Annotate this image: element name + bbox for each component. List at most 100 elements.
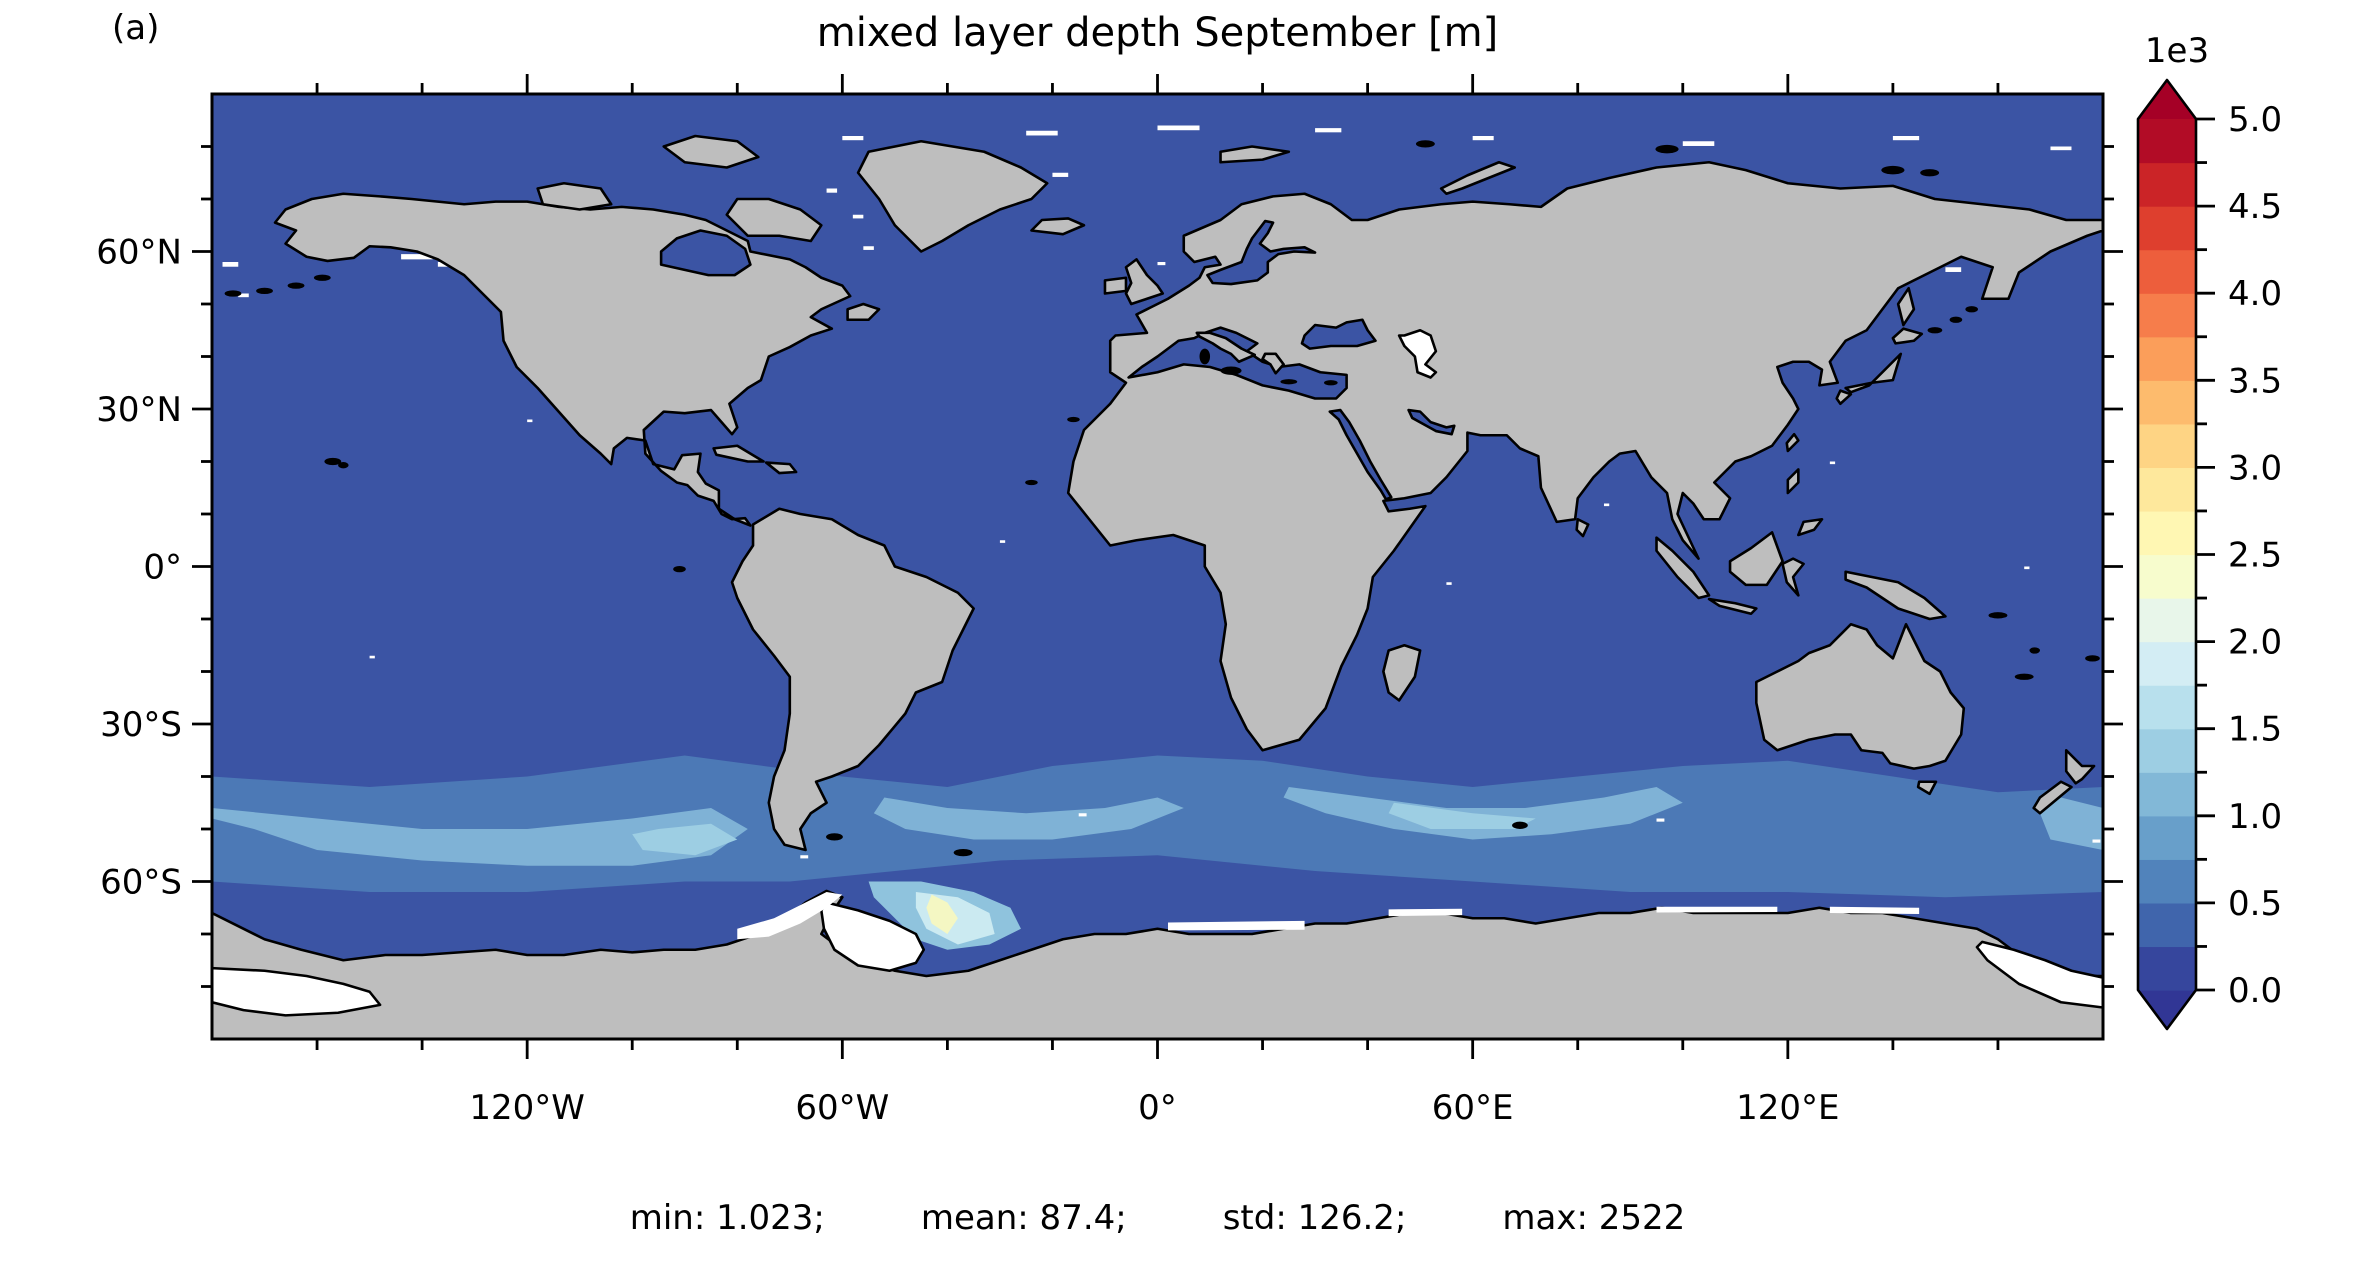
land-tasmania <box>1918 782 1936 794</box>
colorbar-tick-label: 3.5 <box>2228 361 2282 401</box>
stat-min: min: 1.023; <box>629 1198 825 1238</box>
colorbar-band <box>2138 815 2196 860</box>
small-island <box>673 565 686 573</box>
small-island <box>1415 140 1435 148</box>
latitude-tick-label: 60°S <box>100 863 182 903</box>
small-island <box>953 848 973 857</box>
world-map <box>212 94 2103 1039</box>
small-island <box>324 457 342 466</box>
caspian-sea-masked <box>1399 330 1436 377</box>
southern-ocean-deep-band <box>873 797 1184 840</box>
colorbar-band <box>2138 336 2196 381</box>
masked-ice-speck <box>2024 566 2030 570</box>
colorbar-band <box>2138 554 2196 599</box>
land-iceland <box>1031 218 1084 234</box>
colorbar-band <box>2138 772 2196 817</box>
latitude-tick-label: 60°N <box>96 233 182 273</box>
land-java <box>1709 599 1756 614</box>
colorbar-band <box>2138 598 2196 643</box>
masked-ice-speck <box>863 246 874 250</box>
masked-ice-speck <box>1052 172 1069 177</box>
coastal-ice-strip <box>1656 906 1778 913</box>
land-mindanao <box>1798 519 1822 535</box>
small-island <box>826 833 843 841</box>
small-island <box>1988 612 2008 619</box>
land-greece <box>1263 354 1284 373</box>
colorbar-band <box>2138 423 2196 468</box>
coastal-ice-strip <box>1388 908 1463 917</box>
small-island <box>1927 327 1943 334</box>
land-svalbard <box>1221 147 1289 163</box>
colorbar-band <box>2138 728 2196 773</box>
masked-ice-speck <box>842 136 864 141</box>
masked-ice-speck <box>1026 130 1058 136</box>
land-honshu <box>1846 354 1901 392</box>
stat-max: max: 2522 <box>1502 1198 1686 1238</box>
colorbar-band <box>2138 859 2196 904</box>
map-projection-group <box>212 94 2103 1039</box>
southern-ocean-deeper-patch <box>632 823 738 856</box>
masked-ice-speck <box>401 254 433 260</box>
masked-ice-speck <box>1682 141 1715 146</box>
colorbar-tick-label: 0.5 <box>2228 884 2282 924</box>
masked-ice-speck <box>852 214 864 219</box>
land-victoria <box>538 183 612 209</box>
small-island <box>1655 144 1679 154</box>
masked-ice-speck <box>1472 136 1494 141</box>
colorbar-tick-label: 2.5 <box>2228 536 2282 576</box>
land-borneo <box>1730 532 1783 585</box>
colorbar-scale-label: 1e3 <box>2145 31 2209 71</box>
colorbar-tick-label: 3.0 <box>2228 448 2282 488</box>
land-nz_south <box>2034 782 2072 814</box>
land-madagascar <box>1383 645 1420 700</box>
masked-ice-speck <box>2092 839 2101 843</box>
land-afroeurasia <box>1068 162 2103 750</box>
small-island <box>224 290 242 297</box>
colorbar-band <box>2138 162 2196 207</box>
land-italy <box>1197 333 1255 362</box>
land-sumatra <box>1657 538 1710 598</box>
ross-ice-shelf-west <box>212 968 380 1015</box>
stat-mean: mean: 87.4; <box>920 1198 1127 1238</box>
masked-ice-speck <box>800 855 809 859</box>
masked-ice-speck <box>1603 503 1610 507</box>
colorbar-band <box>2138 119 2196 164</box>
masked-ice-speck <box>222 262 239 267</box>
land-baffin <box>727 199 822 241</box>
colorbar-band <box>2138 641 2196 686</box>
land-luzon <box>1788 469 1799 493</box>
land-kyushu <box>1837 391 1851 404</box>
map-axes: 60°N 30°N 0° 30°S 60°S 120°W 60°W 0° 60°E 120°E <box>96 74 2123 1128</box>
colorbar-band <box>2138 249 2196 294</box>
small-island <box>2014 673 2034 680</box>
colorbar-band <box>2138 293 2196 338</box>
colorbar-band <box>2138 467 2196 512</box>
southern-ocean-deep-band <box>2039 797 2103 850</box>
small-island <box>1199 348 1211 365</box>
small-island <box>1280 379 1298 385</box>
land-sulawesi <box>1783 559 1804 596</box>
masked-ice-speck <box>1078 813 1087 817</box>
small-island <box>338 462 349 469</box>
colorbar-band <box>2138 902 2196 948</box>
land-uk <box>1126 259 1163 304</box>
masked-ice-speck <box>1315 128 1342 133</box>
small-island <box>1949 316 1963 323</box>
coastal-ice-strip <box>1168 920 1305 931</box>
weddell-deep-mixing-core <box>926 894 958 934</box>
colorbar: 0.0 0.5 1.0 1.5 2.0 2.5 3.0 3.5 4.0 4.5 5.0 1e3 <box>2136 31 2282 1031</box>
small-island <box>1512 821 1528 829</box>
masked-ice-speck <box>826 188 838 193</box>
colorbar-tick-label: 2.0 <box>2228 623 2282 663</box>
masked-ice-speck <box>527 419 533 423</box>
colorbar-under-arrow <box>2138 990 2196 1029</box>
southern-ocean-band <box>212 755 2103 898</box>
latitude-tick-label: 30°S <box>100 705 182 745</box>
colorbar-tick-label: 1.0 <box>2228 797 2282 837</box>
stats-line: min: 1.023; mean: 87.4; std: 126.2; max:… <box>212 1198 2103 1238</box>
masked-ice-speck <box>369 655 375 659</box>
land-nz_north <box>2066 750 2094 783</box>
colorbar-band <box>2138 510 2196 556</box>
land-hokkaido <box>1893 329 1922 344</box>
